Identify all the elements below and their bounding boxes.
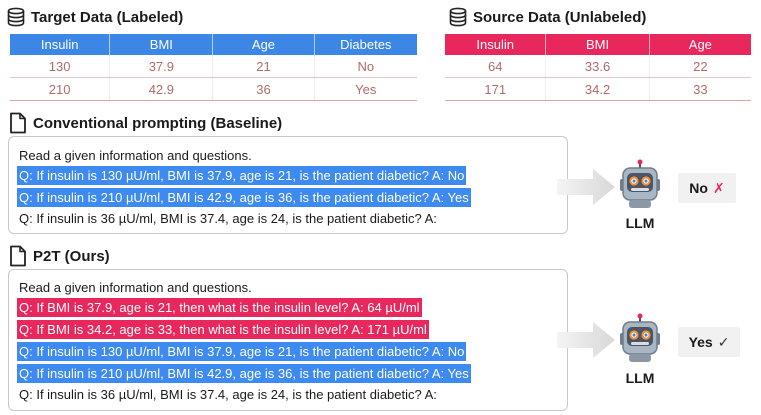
prompt-query: Q: If insulin is 36 µU/ml, BMI is 37.4, …: [19, 387, 437, 402]
baseline-output: No ✗: [678, 173, 736, 203]
prompt-source-example: Q: If BMI is 34.2, age is 33, then what …: [17, 320, 429, 339]
table-cell: 33.6: [545, 55, 650, 78]
table-cell: 22: [649, 55, 751, 78]
table-cell: 37.9: [109, 55, 214, 78]
baseline-prompt-box: Read a given information and questions. …: [8, 136, 568, 234]
robot-icon: [615, 159, 665, 209]
table-cell: No: [314, 55, 417, 78]
prompt-instruction: Read a given information and questions.: [19, 280, 252, 295]
table-row: 210 42.9 36 Yes: [10, 77, 417, 101]
arrow-icon: [557, 320, 617, 360]
table-header-row: Insulin BMI Age: [445, 34, 751, 55]
prompt-target-example: Q: If insulin is 130 µU/ml, BMI is 37.9,…: [17, 166, 467, 185]
table-header-row: Insulin BMI Age Diabetes: [10, 34, 417, 55]
source-data-table: Insulin BMI Age 64 33.6 22 171 34.2 33: [445, 34, 751, 101]
prompt-source-example: Q: If BMI is 37.9, age is 21, then what …: [17, 298, 422, 317]
table-cell: 33: [649, 77, 751, 101]
robot-icon: [615, 313, 665, 363]
column-header-age: Age: [212, 34, 315, 55]
database-icon: [448, 7, 468, 27]
table-cell: Yes: [314, 77, 417, 101]
table-cell: 64: [445, 55, 547, 78]
prompt-target-example: Q: If insulin is 130 µU/ml, BMI is 37.9,…: [17, 342, 467, 361]
output-text: No: [689, 180, 708, 196]
document-icon: [8, 112, 28, 134]
column-header-age: Age: [649, 34, 751, 55]
check-icon: ✓: [717, 333, 730, 350]
p2t-prompt-box: Read a given information and questions. …: [8, 269, 568, 411]
column-header-diabetes: Diabetes: [314, 34, 417, 55]
database-icon: [6, 7, 26, 27]
table-cell: 42.9: [109, 77, 214, 101]
table-cell: 210: [10, 77, 111, 101]
table-cell: 171: [445, 77, 547, 101]
source-data-title: Source Data (Unlabeled): [448, 7, 646, 27]
column-header-insulin: Insulin: [445, 34, 547, 55]
arrow-icon: [557, 167, 617, 207]
prompt-target-example: Q: If insulin is 210 µU/ml, BMI is 42.9,…: [17, 364, 471, 383]
table-row: 64 33.6 22: [445, 55, 751, 78]
p2t-title-text: P2T (Ours): [33, 247, 110, 265]
column-header-bmi: BMI: [109, 34, 214, 55]
cross-icon: ✗: [712, 179, 725, 196]
table-cell: 21: [212, 55, 315, 78]
column-header-insulin: Insulin: [10, 34, 111, 55]
baseline-title-text: Conventional prompting (Baseline): [33, 114, 283, 132]
target-data-title: Target Data (Labeled): [6, 7, 183, 27]
llm-label: LLM: [625, 215, 655, 231]
table-cell: 130: [10, 55, 111, 78]
table-cell: 34.2: [545, 77, 650, 101]
prompt-query: Q: If insulin is 36 µU/ml, BMI is 37.4, …: [19, 211, 437, 226]
target-data-title-text: Target Data (Labeled): [31, 8, 184, 26]
p2t-title: P2T (Ours): [8, 245, 110, 267]
source-data-title-text: Source Data (Unlabeled): [473, 8, 647, 26]
table-row: 171 34.2 33: [445, 77, 751, 101]
target-data-table: Insulin BMI Age Diabetes 130 37.9 21 No …: [10, 34, 417, 101]
table-cell: 36: [212, 77, 315, 101]
column-header-bmi: BMI: [545, 34, 650, 55]
baseline-title: Conventional prompting (Baseline): [8, 112, 282, 134]
table-row: 130 37.9 21 No: [10, 55, 417, 78]
p2t-output: Yes ✓: [678, 327, 740, 357]
llm-label: LLM: [625, 370, 655, 386]
output-text: Yes: [688, 334, 713, 350]
prompt-instruction: Read a given information and questions.: [19, 148, 252, 163]
document-icon: [8, 245, 28, 267]
prompt-target-example: Q: If insulin is 210 µU/ml, BMI is 42.9,…: [17, 188, 471, 207]
